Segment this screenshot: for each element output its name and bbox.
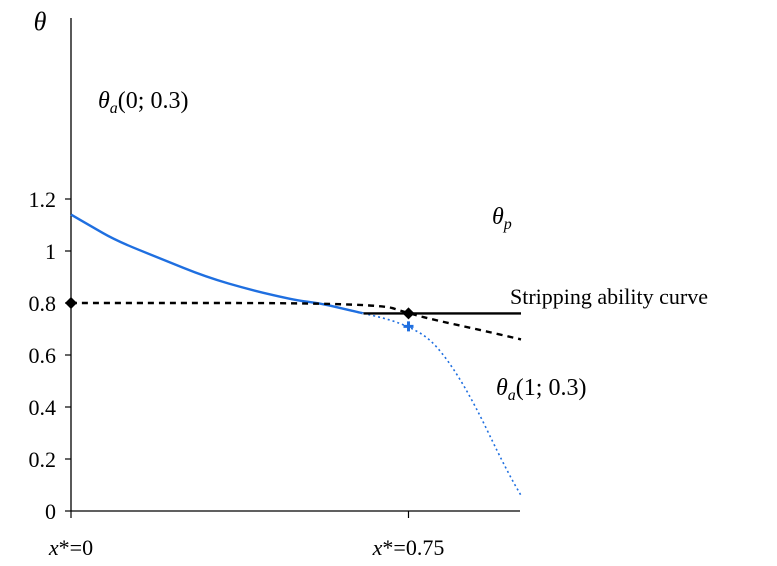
y-tick-label: 0 <box>45 499 56 524</box>
series-line-1 <box>363 312 522 496</box>
diamond-marker <box>402 307 415 320</box>
series-label-theta-a-1: θa(1; 0.3) <box>496 375 586 404</box>
y-tick-label: 0.8 <box>29 291 57 316</box>
cross-marker <box>403 321 414 332</box>
series-layer <box>70 213 522 496</box>
series-label-theta-a-0: θa(0; 0.3) <box>98 88 188 117</box>
series-label-stripping: Stripping ability curve <box>510 284 708 309</box>
y-tick-label: 1 <box>45 239 56 264</box>
y-axis-title: θ <box>34 7 47 36</box>
series-line-3 <box>71 301 522 341</box>
y-tick-label: 0.4 <box>29 395 57 420</box>
series-label-theta-p: θp <box>492 204 512 233</box>
y-tick-label: 0.2 <box>29 447 57 472</box>
axes <box>70 18 520 512</box>
y-tick-label: 1.2 <box>29 187 57 212</box>
ticks: 0 0.2 0.4 0.6 0.8 1 1.2 x*=0 x*=0.75 <box>29 187 445 560</box>
series-line-0 <box>70 213 364 315</box>
y-tick-label: 0.6 <box>29 343 57 368</box>
labels-layer: θ θa(0; 0.3) θa(1; 0.3) θp Stripping ability… <box>34 7 708 404</box>
x-tick-label: x*=0 <box>48 535 93 560</box>
diamond-marker <box>65 297 77 309</box>
markers-layer <box>65 297 415 332</box>
x-tick-label: x*=0.75 <box>372 535 445 560</box>
